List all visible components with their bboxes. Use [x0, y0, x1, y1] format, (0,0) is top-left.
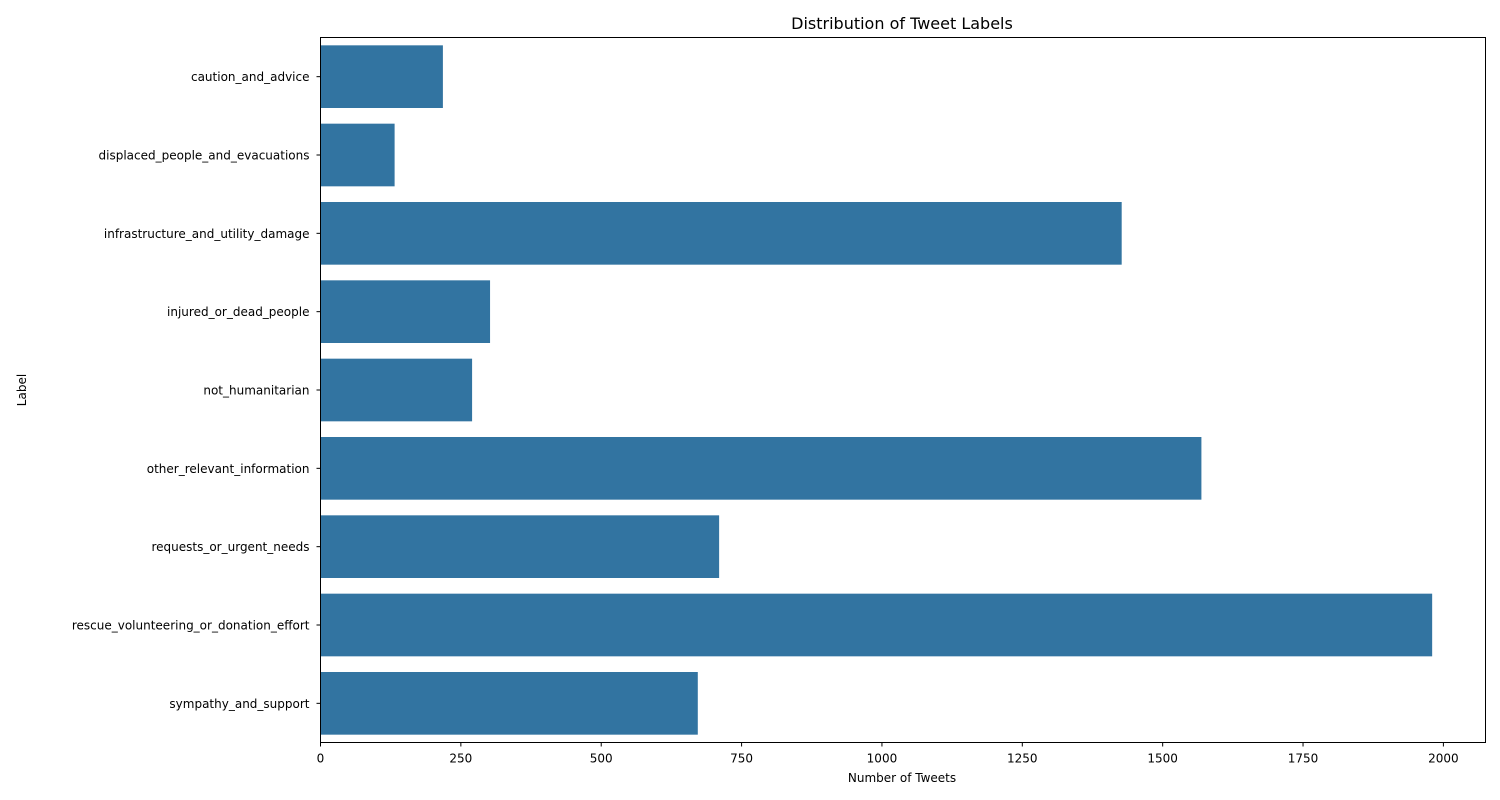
y-tick-label: infrastructure_and_utility_damage: [104, 227, 310, 241]
y-tick-label: requests_or_urgent_needs: [151, 540, 309, 554]
y-tick-label: sympathy_and_support: [169, 697, 309, 711]
y-tick-label: caution_and_advice: [191, 70, 310, 84]
bar-requests-or-urgent-needs: [320, 515, 720, 578]
bar-other-relevant-information: [320, 437, 1202, 500]
plot-area: caution_and_advice displaced_people_and_e…: [72, 45, 1459, 766]
plot-frame: [320, 37, 1486, 743]
x-tick-label: 250: [449, 752, 472, 766]
bar-injured-or-dead-people: [320, 280, 491, 343]
x-tick-label: 2000: [1428, 752, 1459, 766]
x-tick-label: 500: [590, 752, 613, 766]
x-tick-label: 1500: [1147, 752, 1178, 766]
x-tick-label: 750: [730, 752, 753, 766]
chart-title: Distribution of Tweet Labels: [791, 14, 1013, 33]
y-tick-label: not_humanitarian: [203, 384, 309, 398]
x-tick-label: 1000: [867, 752, 898, 766]
y-tick-label: displaced_people_and_evacuations: [99, 149, 310, 163]
y-tick-label: rescue_volunteering_or_donation_effort: [72, 619, 310, 633]
x-axis-label: Number of Tweets: [848, 771, 956, 785]
bar-not-humanitarian: [320, 358, 473, 422]
bar-sympathy-and-support: [320, 672, 698, 735]
y-axis-label: Label: [15, 374, 29, 406]
x-tick-label: 1750: [1288, 752, 1319, 766]
y-tick-label: injured_or_dead_people: [167, 305, 309, 319]
x-tick-label: 1250: [1007, 752, 1038, 766]
bar-caution-and-advice: [320, 45, 443, 108]
bar-infrastructure-and-utility-damage: [320, 202, 1122, 265]
bar-rescue-volunteering-or-donation-effort: [320, 593, 1433, 657]
x-tick-label: 0: [317, 752, 325, 766]
bar-displaced-people-and-evacuations: [320, 123, 395, 187]
y-tick-label: other_relevant_information: [147, 462, 310, 476]
